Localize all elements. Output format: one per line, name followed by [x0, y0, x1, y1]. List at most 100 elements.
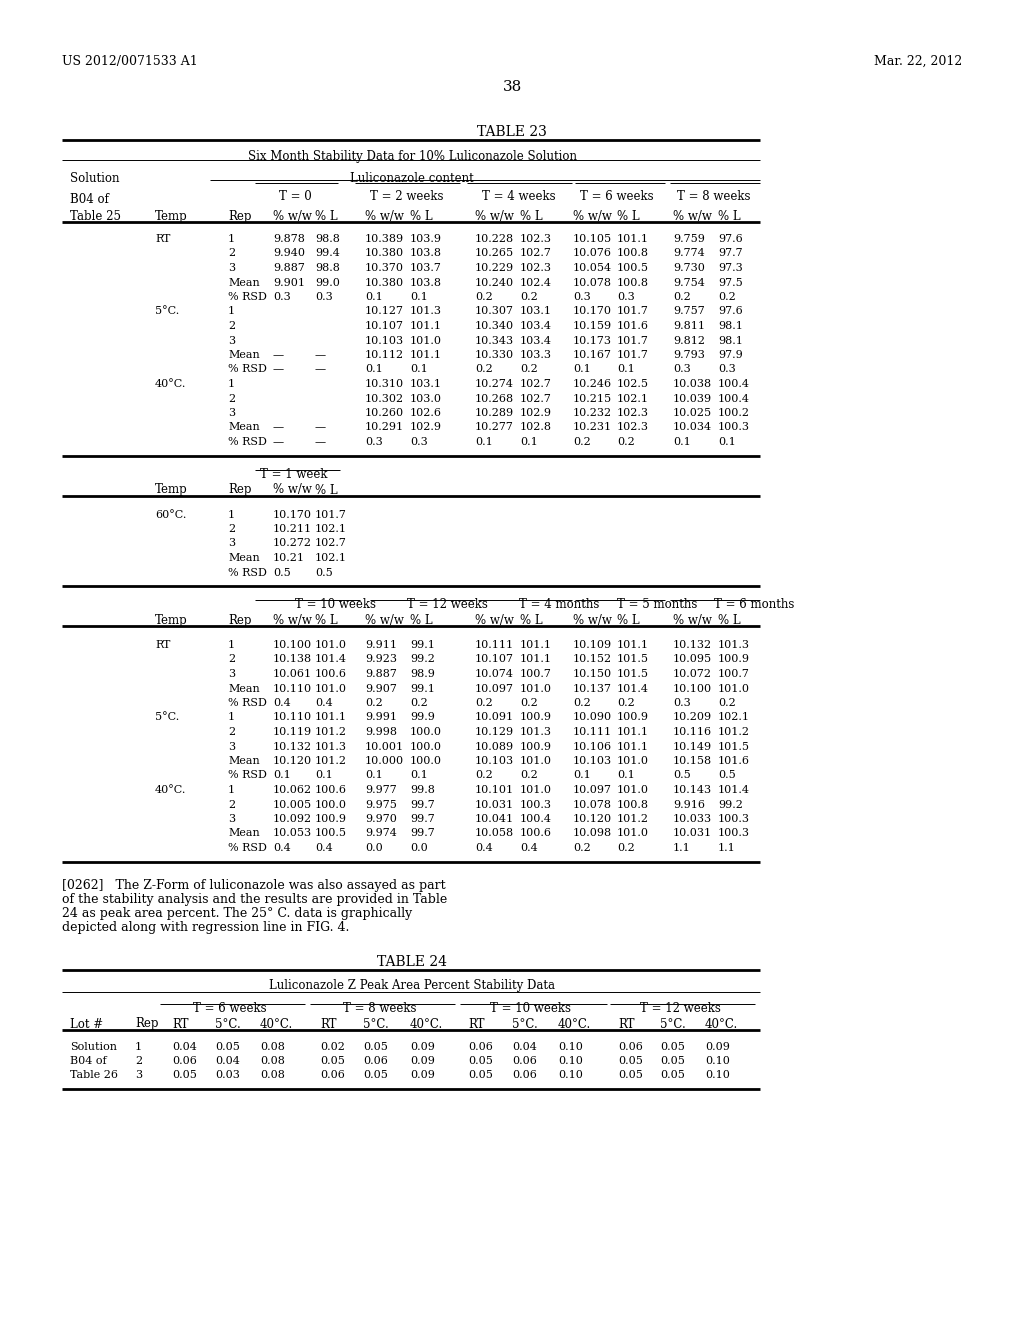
Text: T = 6 months: T = 6 months — [714, 598, 795, 611]
Text: % RSD: % RSD — [228, 292, 267, 302]
Text: % L: % L — [315, 483, 338, 496]
Text: 101.5: 101.5 — [617, 669, 649, 678]
Text: 1: 1 — [228, 785, 236, 795]
Text: 10.265: 10.265 — [475, 248, 514, 259]
Text: B04 of: B04 of — [70, 1056, 106, 1067]
Text: 100.3: 100.3 — [520, 800, 552, 809]
Text: TABLE 23: TABLE 23 — [477, 125, 547, 139]
Text: 99.7: 99.7 — [410, 800, 435, 809]
Text: 10.101: 10.101 — [475, 785, 514, 795]
Text: 101.0: 101.0 — [410, 335, 442, 346]
Text: 10.074: 10.074 — [475, 669, 514, 678]
Text: 101.5: 101.5 — [617, 655, 649, 664]
Text: 100.5: 100.5 — [315, 829, 347, 838]
Text: 0.2: 0.2 — [475, 771, 493, 780]
Text: 10.110: 10.110 — [273, 713, 312, 722]
Text: 0.1: 0.1 — [410, 771, 428, 780]
Text: 0.2: 0.2 — [520, 364, 538, 375]
Text: 0.09: 0.09 — [705, 1041, 730, 1052]
Text: 1: 1 — [135, 1041, 142, 1052]
Text: 0.3: 0.3 — [673, 364, 691, 375]
Text: 102.7: 102.7 — [520, 393, 552, 404]
Text: 10.132: 10.132 — [273, 742, 312, 751]
Text: % w/w: % w/w — [573, 210, 612, 223]
Text: depicted along with regression line in FIG. 4.: depicted along with regression line in F… — [62, 921, 349, 935]
Text: 3: 3 — [228, 263, 236, 273]
Text: 10.211: 10.211 — [273, 524, 312, 535]
Text: 97.7: 97.7 — [718, 248, 742, 259]
Text: 0.09: 0.09 — [410, 1056, 435, 1067]
Text: 10.215: 10.215 — [573, 393, 612, 404]
Text: 0.2: 0.2 — [617, 698, 635, 708]
Text: 0.05: 0.05 — [660, 1056, 685, 1067]
Text: 0.04: 0.04 — [172, 1041, 197, 1052]
Text: 0.2: 0.2 — [573, 843, 591, 853]
Text: % w/w: % w/w — [673, 210, 712, 223]
Text: 0.05: 0.05 — [468, 1071, 493, 1081]
Text: 10.001: 10.001 — [365, 742, 404, 751]
Text: 0.3: 0.3 — [365, 437, 383, 447]
Text: 5°C.: 5°C. — [512, 1018, 538, 1031]
Text: % w/w: % w/w — [273, 210, 312, 223]
Text: 10.289: 10.289 — [475, 408, 514, 418]
Text: 99.0: 99.0 — [315, 277, 340, 288]
Text: % L: % L — [617, 614, 640, 627]
Text: —: — — [315, 422, 326, 433]
Text: —: — — [273, 437, 284, 447]
Text: 1: 1 — [228, 379, 236, 389]
Text: —: — — [273, 422, 284, 433]
Text: 102.7: 102.7 — [520, 248, 552, 259]
Text: % w/w: % w/w — [475, 210, 514, 223]
Text: Solution: Solution — [70, 1041, 117, 1052]
Text: 9.759: 9.759 — [673, 234, 705, 244]
Text: 40°C.: 40°C. — [260, 1018, 293, 1031]
Text: 0.06: 0.06 — [618, 1041, 643, 1052]
Text: 103.7: 103.7 — [410, 263, 442, 273]
Text: 99.2: 99.2 — [410, 655, 435, 664]
Text: 102.3: 102.3 — [617, 408, 649, 418]
Text: 10.132: 10.132 — [673, 640, 712, 649]
Text: 0.2: 0.2 — [520, 771, 538, 780]
Text: % w/w: % w/w — [273, 483, 312, 496]
Text: 102.3: 102.3 — [520, 263, 552, 273]
Text: 10.110: 10.110 — [273, 684, 312, 693]
Text: 0.2: 0.2 — [718, 292, 736, 302]
Text: 100.9: 100.9 — [617, 713, 649, 722]
Text: 10.158: 10.158 — [673, 756, 712, 766]
Text: Temp: Temp — [155, 210, 187, 223]
Text: 0.1: 0.1 — [520, 437, 538, 447]
Text: 10.240: 10.240 — [475, 277, 514, 288]
Text: % L: % L — [520, 614, 543, 627]
Text: 0.3: 0.3 — [673, 698, 691, 708]
Text: 0.1: 0.1 — [573, 771, 591, 780]
Text: 3: 3 — [135, 1071, 142, 1081]
Text: 24 as peak area percent. The 25° C. data is graphically: 24 as peak area percent. The 25° C. data… — [62, 908, 413, 920]
Text: 10.340: 10.340 — [475, 321, 514, 331]
Text: 3: 3 — [228, 814, 236, 824]
Text: 103.8: 103.8 — [410, 277, 442, 288]
Text: 2: 2 — [228, 524, 236, 535]
Text: 0.10: 0.10 — [558, 1071, 583, 1081]
Text: 97.6: 97.6 — [718, 234, 742, 244]
Text: 10.112: 10.112 — [365, 350, 404, 360]
Text: 10.039: 10.039 — [673, 393, 712, 404]
Text: % L: % L — [718, 614, 740, 627]
Text: 103.3: 103.3 — [520, 350, 552, 360]
Text: 40°C.: 40°C. — [155, 379, 186, 389]
Text: 10.307: 10.307 — [475, 306, 514, 317]
Text: 10.380: 10.380 — [365, 248, 404, 259]
Text: 2: 2 — [228, 800, 236, 809]
Text: 10.120: 10.120 — [573, 814, 612, 824]
Text: 99.2: 99.2 — [718, 800, 742, 809]
Text: 0.2: 0.2 — [673, 292, 691, 302]
Text: 0.0: 0.0 — [410, 843, 428, 853]
Text: 101.1: 101.1 — [410, 350, 442, 360]
Text: 10.173: 10.173 — [573, 335, 612, 346]
Text: Temp: Temp — [155, 483, 187, 496]
Text: 98.8: 98.8 — [315, 263, 340, 273]
Text: Rep: Rep — [135, 1018, 159, 1031]
Text: 10.291: 10.291 — [365, 422, 404, 433]
Text: 101.4: 101.4 — [718, 785, 750, 795]
Text: 0.05: 0.05 — [319, 1056, 345, 1067]
Text: T = 2 weeks: T = 2 weeks — [371, 190, 443, 203]
